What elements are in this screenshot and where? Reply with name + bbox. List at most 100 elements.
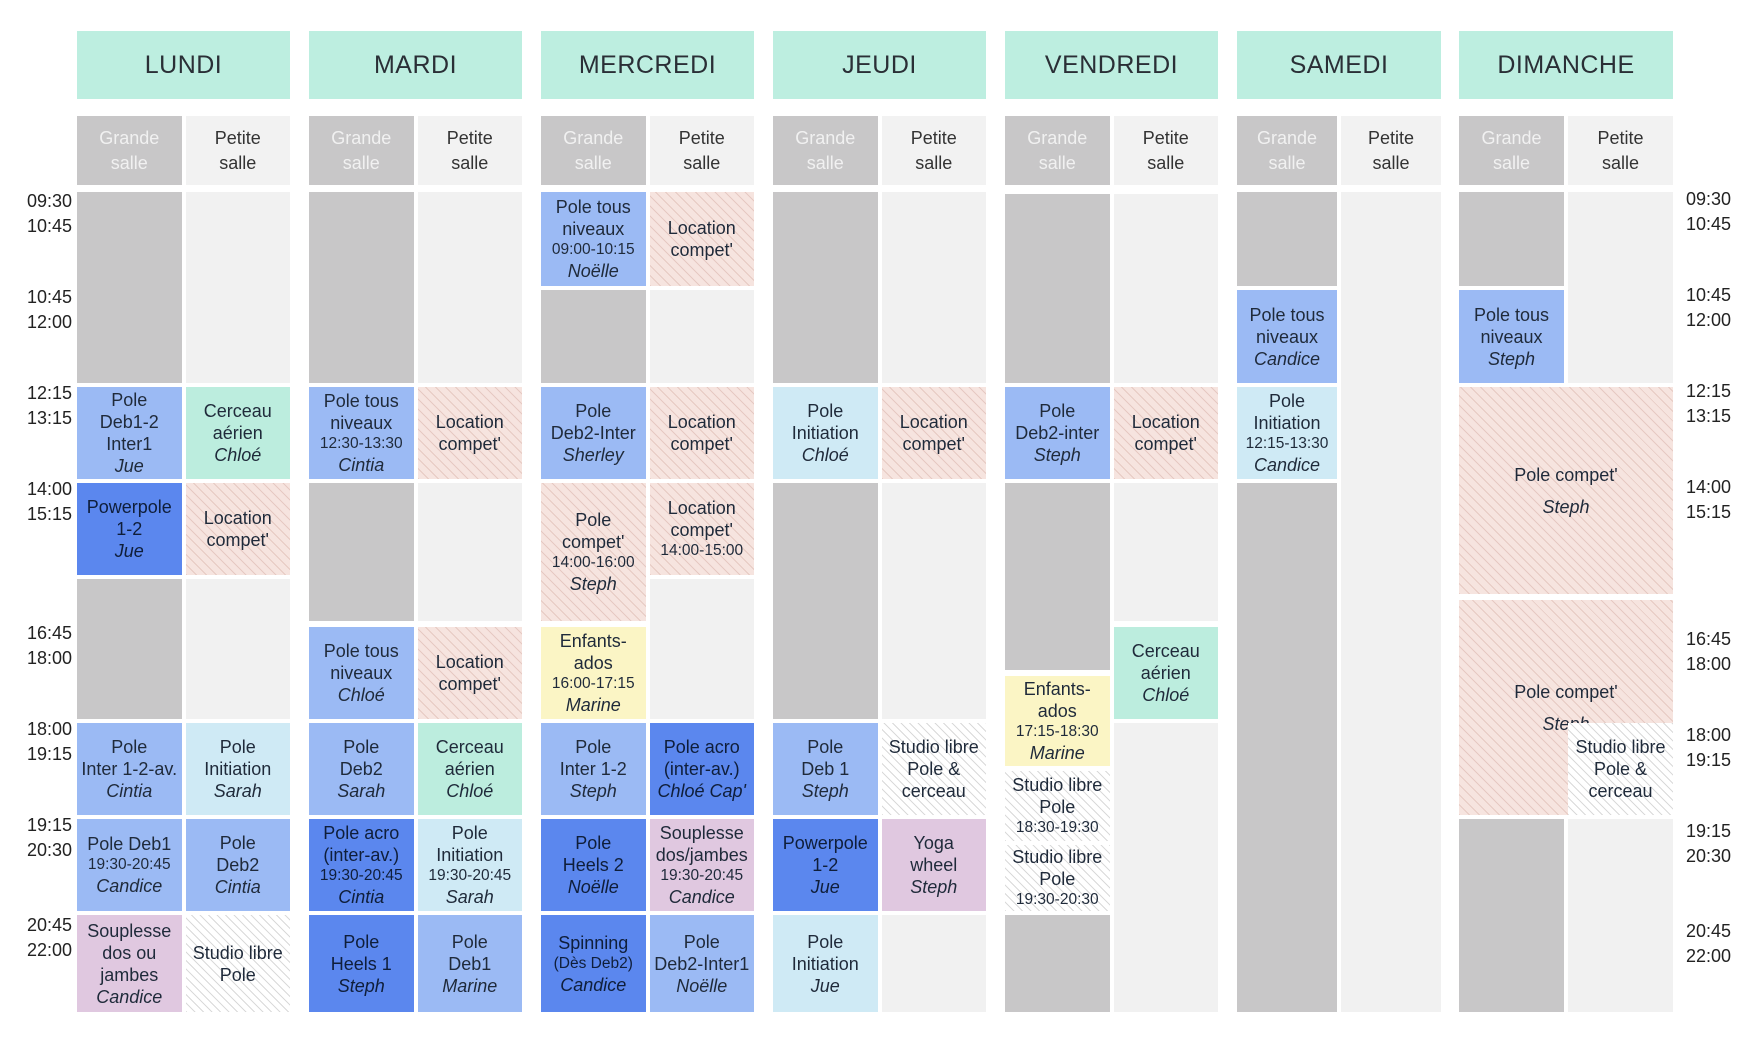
- time-value: 10:45: [1686, 214, 1732, 234]
- class-block[interactable]: Pole Deb 1 Steph: [773, 723, 878, 815]
- class-hours: 16:00-17:15: [551, 675, 635, 692]
- class-block[interactable]: Pole Inter 1-2-av. Cintia: [77, 723, 182, 815]
- class-block[interactable]: Enfants- ados 16:00-17:15 Marine: [541, 627, 646, 719]
- class-title: Cerceau aérien: [203, 401, 272, 443]
- class-title: Studio libre Pole: [1012, 847, 1103, 889]
- class-title: Pole tous niveaux: [555, 197, 631, 239]
- time-value: 18:00: [26, 648, 72, 668]
- time-label-left: 18:00 19:15: [10, 717, 72, 767]
- class-block[interactable]: Pole Deb1-2 Inter1 Jue: [77, 387, 182, 479]
- class-block[interactable]: Pole Deb2-Inter1 Noëlle: [649, 915, 754, 1012]
- instructor-name: Candice: [560, 974, 627, 995]
- class-block[interactable]: Location compet': [649, 387, 754, 479]
- class-block[interactable]: Pole Deb1 Marine: [417, 915, 522, 1012]
- time-value: 18:00: [1686, 654, 1732, 674]
- time-label-right: 10:45 12:00: [1686, 283, 1746, 333]
- class-block[interactable]: Location compet': [417, 387, 522, 479]
- class-block[interactable]: Cerceau aérien Chloé: [417, 723, 522, 815]
- time-value: 22:00: [26, 940, 72, 960]
- class-title: Pole Deb 1: [801, 737, 850, 779]
- class-block[interactable]: Location compet': [649, 192, 754, 286]
- class-title: Pole Inter 1-2: [559, 737, 627, 779]
- class-block[interactable]: Pole tous niveaux Chloé: [309, 627, 414, 719]
- empty-slot: [1568, 819, 1673, 1012]
- class-block[interactable]: Studio libre Pole 18:30-19:30: [1005, 771, 1110, 841]
- time-value: 12:15: [26, 383, 72, 403]
- class-block[interactable]: Cerceau aérien Chloé: [1113, 627, 1218, 719]
- class-block[interactable]: Cerceau aérien Chloé: [185, 387, 290, 479]
- class-hours: 19:30-20:45: [319, 867, 403, 884]
- empty-slot: [881, 192, 986, 383]
- instructor-name: Steph: [569, 574, 617, 594]
- room-header-grande-salle: Grande salle: [1005, 116, 1110, 185]
- class-block[interactable]: Pole acro (inter-av.) 19:30-20:45 Cintia: [309, 819, 414, 911]
- instructor-name: Noëlle: [567, 261, 619, 281]
- empty-slot: [773, 192, 878, 383]
- class-block[interactable]: Pole Initiation Jue: [773, 915, 878, 1012]
- empty-slot: [1341, 192, 1441, 1012]
- time-label-right: 12:15 13:15: [1686, 379, 1746, 429]
- time-value: 13:15: [1686, 406, 1732, 426]
- time-value: 20:30: [26, 840, 72, 860]
- class-block[interactable]: Pole Deb2-inter Steph: [1005, 387, 1110, 479]
- class-block[interactable]: Location compet': [417, 627, 522, 719]
- class-block[interactable]: Pole Heels 1 Steph: [309, 915, 414, 1012]
- class-block[interactable]: Location compet' 14:00-15:00: [649, 483, 754, 575]
- time-value: 20:45: [1686, 921, 1732, 941]
- class-block[interactable]: Pole Inter 1-2 Steph: [541, 723, 646, 815]
- class-block[interactable]: Pole Initiation 19:30-20:45 Sarah: [417, 819, 522, 911]
- class-block[interactable]: Powerpole 1-2 Jue: [77, 483, 182, 575]
- class-block[interactable]: Pole tous niveaux Steph: [1459, 290, 1564, 383]
- time-value: 13:15: [26, 408, 72, 428]
- time-value: 20:45: [26, 915, 72, 935]
- class-block[interactable]: Studio libre Pole 19:30-20:30: [1005, 845, 1110, 911]
- room-header-grande-salle: Grande salle: [1459, 116, 1564, 185]
- empty-slot: [77, 579, 182, 719]
- class-block[interactable]: Pole tous niveaux Candice: [1237, 290, 1337, 383]
- class-block[interactable]: Pole compet' 14:00-16:00 Steph: [541, 483, 646, 621]
- instructor-name: Sherley: [562, 445, 624, 465]
- instructor-name: Cintia: [214, 877, 261, 897]
- class-title: Pole Initiation: [436, 823, 504, 865]
- time-value: 19:15: [26, 815, 72, 835]
- instructor-name: Cintia: [106, 781, 153, 801]
- class-block[interactable]: Souplesse dos/jambes 19:30-20:45 Candice: [649, 819, 754, 911]
- class-block[interactable]: Souplesse dos ou jambes Candice: [77, 915, 182, 1012]
- instructor-name: Candice: [1253, 455, 1321, 475]
- class-block[interactable]: Yoga wheel Steph: [881, 819, 986, 911]
- class-block[interactable]: Pole Initiation Chloé: [773, 387, 878, 479]
- class-block[interactable]: Pole acro (inter-av.) Chloé Cap': [649, 723, 754, 815]
- class-block[interactable]: Location compet': [185, 483, 290, 575]
- class-title: Pole Inter 1-2-av.: [81, 737, 178, 779]
- class-title: Studio libre Pole & cerceau: [1575, 737, 1666, 801]
- class-block[interactable]: Pole Deb2 Sarah: [309, 723, 414, 815]
- class-block[interactable]: Studio libre Pole & cerceau: [1568, 723, 1673, 815]
- class-block[interactable]: Pole Initiation Sarah: [185, 723, 290, 815]
- class-block[interactable]: Pole Heels 2 Noëlle: [541, 819, 646, 911]
- room-header-petite-salle: Petite salle: [417, 116, 522, 185]
- class-block[interactable]: Spinning (Dès Deb2) Candice: [541, 915, 646, 1012]
- class-block[interactable]: Powerpole 1-2 Jue: [773, 819, 878, 911]
- instructor-name: Jue: [114, 456, 144, 476]
- instructor-name: Jue: [810, 877, 840, 897]
- time-value: 19:15: [1686, 821, 1732, 841]
- class-block[interactable]: Pole Deb1 19:30-20:45 Candice: [77, 819, 182, 911]
- class-block[interactable]: Pole Deb2 Cintia: [185, 819, 290, 911]
- class-block[interactable]: Pole compet' Steph: [1459, 387, 1673, 594]
- class-title: Pole compet': [1514, 464, 1618, 485]
- class-block[interactable]: Studio libre Pole: [185, 915, 290, 1012]
- class-block[interactable]: Enfants- ados 17:15-18:30 Marine: [1005, 676, 1110, 766]
- class-title: Pole compet': [1514, 681, 1618, 702]
- instructor-name: Marine: [1029, 743, 1085, 763]
- class-block[interactable]: Location compet': [1113, 387, 1218, 479]
- class-block[interactable]: Pole tous niveaux 12:30-13:30 Cintia: [309, 387, 414, 479]
- class-title: Studio libre Pole & cerceau: [888, 737, 979, 801]
- class-title: Pole Heels 2: [562, 833, 624, 875]
- class-block[interactable]: Studio libre Pole & cerceau: [881, 723, 986, 815]
- class-block[interactable]: Pole Deb2-Inter Sherley: [541, 387, 646, 479]
- class-title: Pole Initiation: [1253, 391, 1321, 433]
- class-block[interactable]: Location compet': [881, 387, 986, 479]
- class-block[interactable]: Pole tous niveaux 09:00-10:15 Noëlle: [541, 192, 646, 286]
- class-block[interactable]: Pole Initiation 12:15-13:30 Candice: [1237, 387, 1337, 479]
- time-value: 14:00: [26, 479, 72, 499]
